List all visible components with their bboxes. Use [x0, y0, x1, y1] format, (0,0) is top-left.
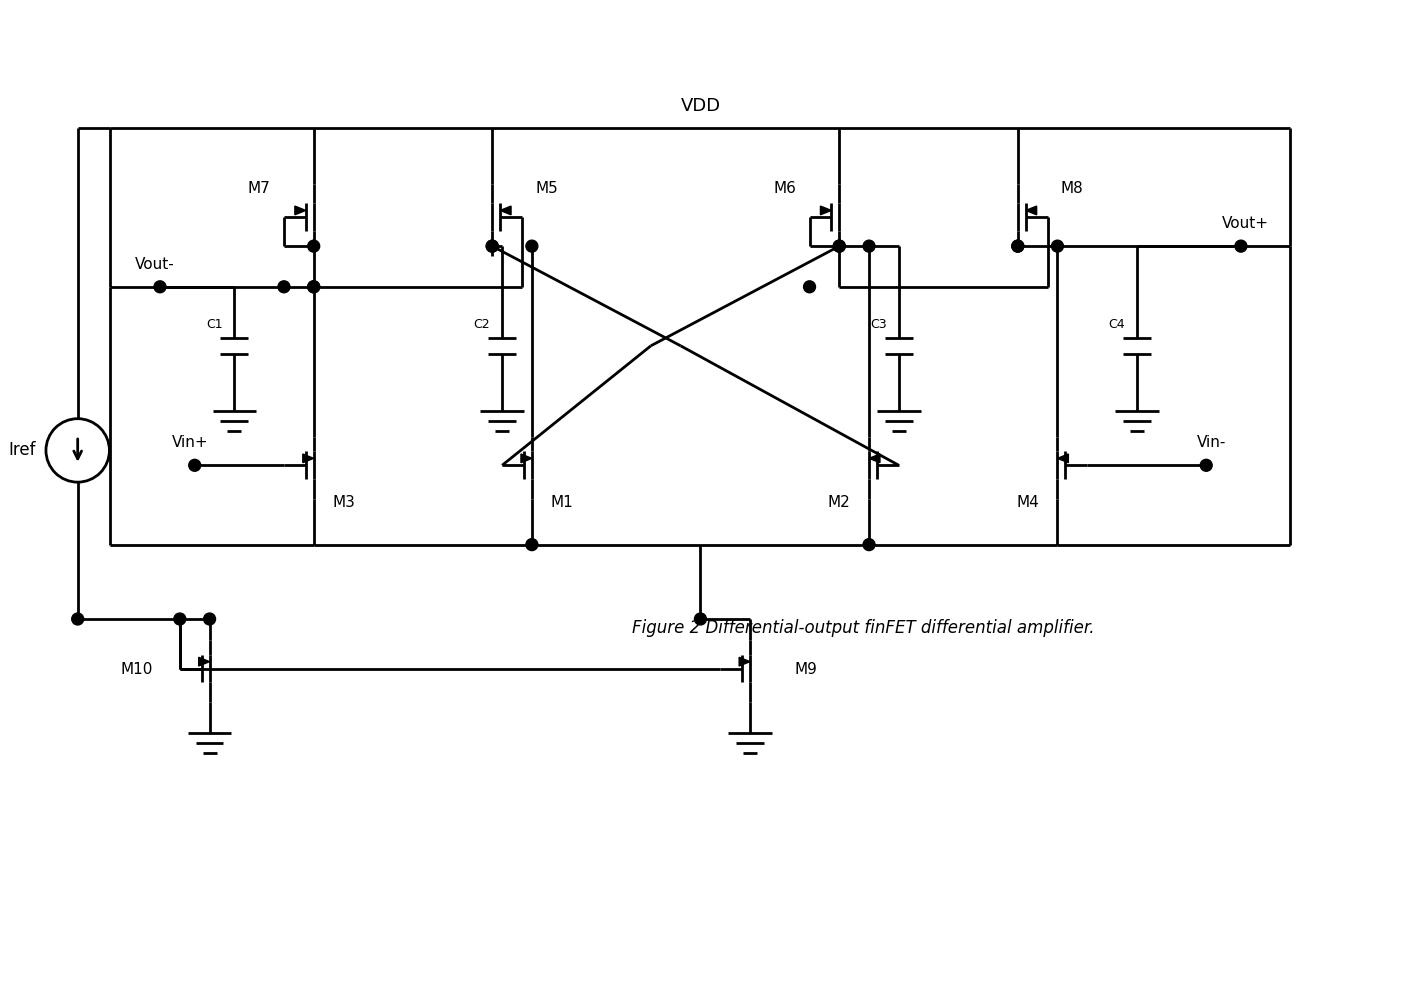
- Text: C1: C1: [206, 318, 223, 331]
- Circle shape: [864, 240, 875, 252]
- Text: Iref: Iref: [8, 441, 36, 459]
- Text: VDD: VDD: [680, 97, 721, 115]
- Circle shape: [486, 240, 498, 252]
- Text: M8: M8: [1061, 181, 1084, 196]
- Text: M5: M5: [536, 181, 558, 196]
- Circle shape: [1012, 240, 1023, 252]
- Text: Vin-: Vin-: [1196, 435, 1225, 450]
- Text: M2: M2: [829, 495, 851, 510]
- Polygon shape: [1026, 206, 1036, 215]
- Polygon shape: [1057, 454, 1068, 463]
- Circle shape: [526, 539, 538, 551]
- Text: Figure 2 Differential-output finFET differential amplifier.: Figure 2 Differential-output finFET diff…: [632, 619, 1095, 637]
- Circle shape: [72, 613, 84, 625]
- Circle shape: [1052, 240, 1063, 252]
- Circle shape: [1200, 459, 1213, 471]
- Text: M7: M7: [248, 181, 271, 196]
- Circle shape: [694, 613, 707, 625]
- Text: M9: M9: [795, 662, 817, 677]
- Text: Vin+: Vin+: [171, 435, 207, 450]
- Text: Vout+: Vout+: [1223, 216, 1269, 231]
- Circle shape: [1235, 240, 1246, 252]
- Circle shape: [278, 281, 290, 293]
- Circle shape: [308, 281, 320, 293]
- Polygon shape: [522, 454, 531, 463]
- Text: C3: C3: [871, 318, 887, 331]
- Text: C4: C4: [1108, 318, 1124, 331]
- Circle shape: [486, 240, 498, 252]
- Polygon shape: [303, 454, 314, 463]
- Polygon shape: [869, 454, 880, 463]
- Polygon shape: [820, 206, 831, 215]
- Text: M10: M10: [121, 662, 153, 677]
- Circle shape: [833, 240, 845, 252]
- Circle shape: [154, 281, 165, 293]
- Text: C2: C2: [474, 318, 491, 331]
- Circle shape: [803, 281, 816, 293]
- Circle shape: [864, 539, 875, 551]
- Circle shape: [1012, 240, 1023, 252]
- Circle shape: [189, 459, 200, 471]
- Text: M3: M3: [332, 495, 355, 510]
- Text: M1: M1: [550, 495, 573, 510]
- Circle shape: [203, 613, 216, 625]
- Polygon shape: [501, 206, 512, 215]
- Circle shape: [833, 240, 845, 252]
- Polygon shape: [199, 657, 209, 666]
- Text: Vout-: Vout-: [135, 257, 175, 272]
- Text: M6: M6: [774, 181, 796, 196]
- Circle shape: [174, 613, 186, 625]
- Circle shape: [308, 240, 320, 252]
- Circle shape: [308, 281, 320, 293]
- Text: M4: M4: [1016, 495, 1039, 510]
- Polygon shape: [294, 206, 306, 215]
- Circle shape: [526, 240, 538, 252]
- Polygon shape: [739, 657, 750, 666]
